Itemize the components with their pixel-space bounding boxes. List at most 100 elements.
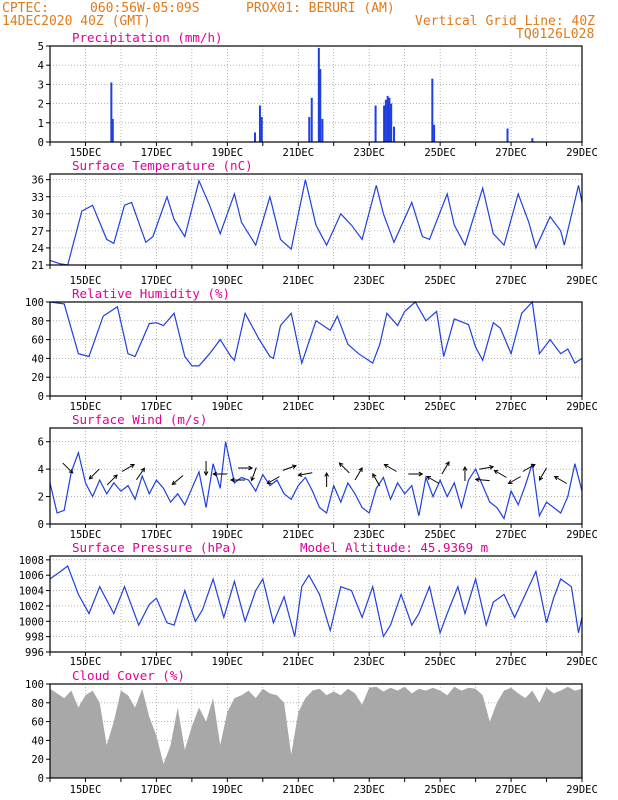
precipitation-bar [506,128,509,142]
humidity-title: Relative Humidity (%) [72,286,230,301]
temperature-ytick-label: 27 [31,226,44,238]
precipitation-frame [49,45,583,143]
pressure-ytick-label: 998 [25,632,44,644]
wind-arrow [372,473,381,487]
cloud-cover-title: Cloud Cover (%) [72,668,185,683]
precipitation-bar [433,124,436,142]
precipitation-bar [310,97,313,142]
header-coordinates: 060:56W-05:09S [90,1,200,16]
precipitation-ytick-label: 3 [38,79,44,91]
wind-arrow [106,474,118,486]
temperature-panel: Surface Temperature (nC) 21 24 27 30 33 36 15DE… [31,158,597,287]
cloud-cover-ytick-label: 0 [38,773,44,785]
wind-xtick-label: 27DEC [495,529,527,541]
header-left-label: CPTEC: [2,1,49,16]
temperature-ytick-label: 30 [31,209,44,221]
pressure-frame [49,555,583,653]
humidity-ytick-label: 20 [31,372,44,384]
precipitation-bar [258,105,261,142]
humidity-ytick-label: 60 [31,335,44,347]
temperature-series-line [49,178,583,266]
pressure-ytick-label: 1004 [19,586,44,598]
humidity-xtick-label: 29DEC [566,401,598,413]
header-grid-note: Vertical Grid Line: 40Z [415,14,596,29]
temperature-xtick-label: 21DEC [282,275,314,287]
temperature-xtick-label: 19DEC [212,275,244,287]
temperature-xtick-label: 29DEC [566,275,598,287]
wind-arrow [121,463,135,472]
wind-xtick-label: 19DEC [212,529,244,541]
wind-arrow [282,464,297,471]
wind-arrow [212,471,228,477]
wind-arrow [479,465,495,470]
precipitation-bar [111,118,114,142]
wind-arrow [171,475,184,486]
precipitation-bar [384,99,387,142]
cloud-cover-xtick-label: 17DEC [141,784,173,796]
humidity-xtick-label: 17DEC [141,401,173,413]
humidity-ytick-label: 40 [31,353,44,365]
precipitation-bar [383,105,386,142]
precipitation-ytick-label: 5 [38,41,44,53]
cloud-cover-area [50,686,582,778]
wind-arrow [553,475,568,484]
cloud-cover-xtick-label: 29DEC [566,784,598,796]
pressure-series-line [49,565,583,639]
wind-arrow [297,472,313,477]
wind-arrow [88,468,100,480]
precipitation-bar [393,126,396,142]
precipitation-bar [260,117,263,142]
wind-arrow [474,477,490,483]
wind-ytick-label: 6 [38,437,44,449]
temperature-ytick-label: 24 [31,243,44,255]
wind-arrow [338,462,350,474]
wind-arrow [203,461,209,477]
wind-title: Surface Wind (m/s) [72,412,207,427]
wind-arrow [538,467,547,481]
precipitation-panel: Precipitation (mm/h) 0 1 2 3 4 5 15DEC 17DEC 19DE… [38,30,598,159]
cloud-cover-ytick-label: 100 [25,679,44,691]
pressure-xtick-label: 19DEC [212,656,244,668]
humidity-panel: Relative Humidity (%) 0 20 40 60 80 100 15DEC 17… [25,286,598,413]
wind-arrow [136,467,146,481]
cloud-cover-xtick-label: 19DEC [212,784,244,796]
pressure-ytick-label: 1002 [19,601,44,613]
precipitation-bar [321,118,324,142]
cloud-cover-xtick-label: 21DEC [282,784,314,796]
cloud-cover-ytick-label: 20 [31,754,44,766]
pressure-title: Surface Pressure (hPa) [72,540,238,555]
wind-xtick-label: 17DEC [141,529,173,541]
wind-xtick-label: 23DEC [353,529,385,541]
precipitation-xtick-label: 19DEC [212,147,244,159]
precipitation-bar [110,82,113,142]
temperature-xtick-label: 17DEC [141,275,173,287]
precipitation-bar [317,47,320,142]
humidity-xtick-label: 25DEC [424,401,456,413]
cloud-cover-ytick-label: 60 [31,717,44,729]
header-station: PROX01: BERURI (AM) [246,1,395,16]
header-code: TQ0126L028 [516,27,595,42]
precipitation-xtick-label: 29DEC [566,147,598,159]
precipitation-bar [531,138,534,142]
wind-frame [49,427,583,525]
wind-arrow [493,469,507,478]
wind-arrow [62,462,74,474]
wind-arrow [324,471,329,487]
wind-arrow [266,476,280,485]
precipitation-bar [253,132,256,142]
wind-arrow [250,467,257,482]
temperature-xtick-label: 25DEC [424,275,456,287]
wind-arrow [408,471,424,477]
temperature-title: Surface Temperature (nC) [72,158,253,173]
precipitation-bar [390,103,393,142]
precipitation-xtick-label: 21DEC [282,147,314,159]
precipitation-xtick-label: 27DEC [495,147,527,159]
pressure-xtick-label: 29DEC [566,656,598,668]
precipitation-bar [308,117,311,142]
wind-xtick-label: 15DEC [70,529,102,541]
pressure-xtick-label: 25DEC [424,656,456,668]
precipitation-ytick-label: 2 [38,99,44,111]
humidity-ytick-label: 0 [38,391,44,403]
wind-xtick-label: 29DEC [566,529,598,541]
wind-ytick-label: 4 [38,464,44,476]
